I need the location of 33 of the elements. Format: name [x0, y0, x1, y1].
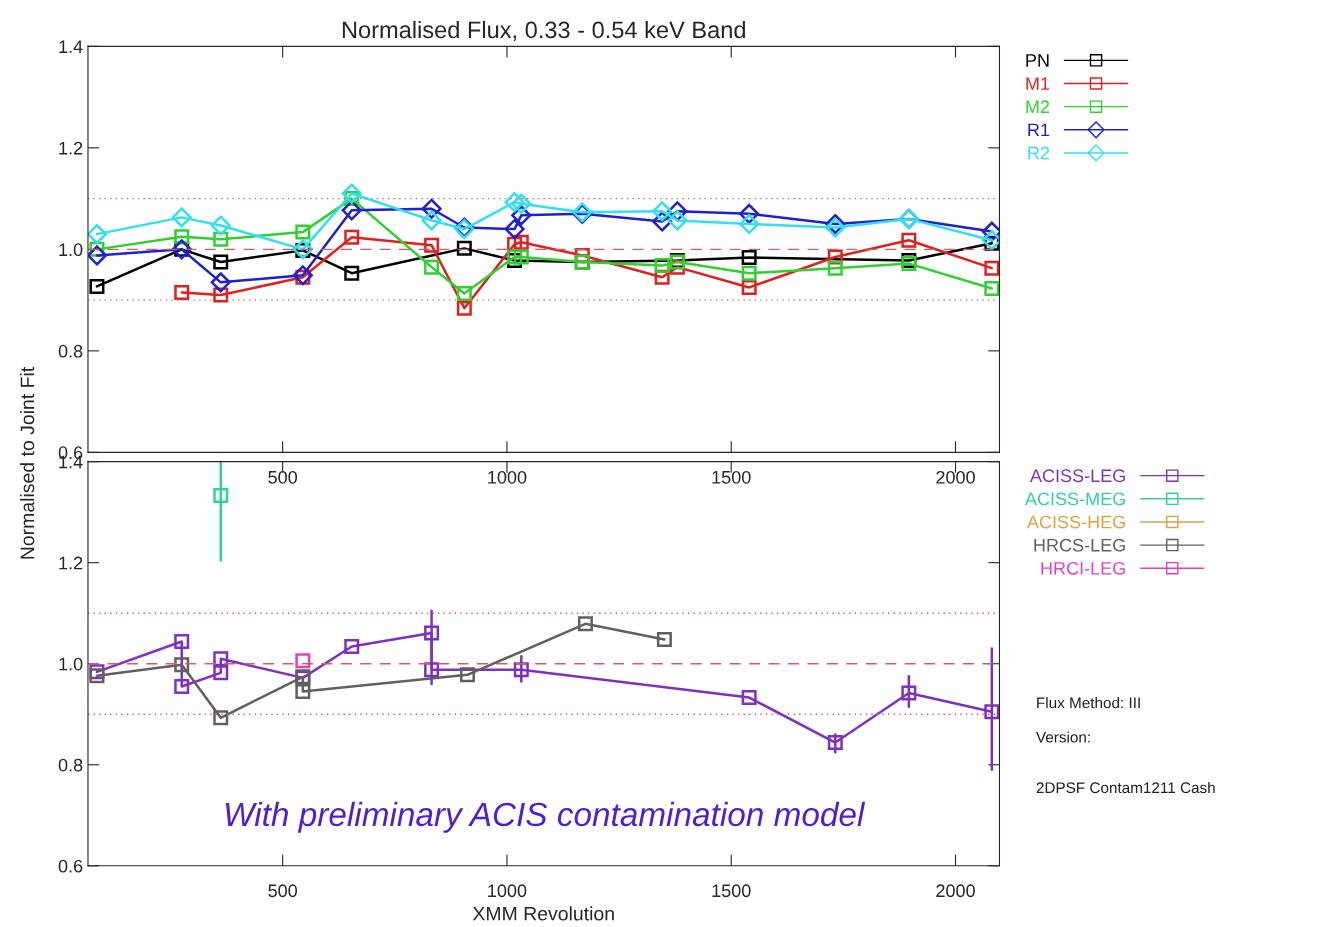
x-tick-label: 500	[268, 884, 298, 898]
y-tick-label: 1.4	[59, 40, 83, 53]
x-tick-label: 1000	[488, 470, 527, 484]
x-tick-label: 2000	[936, 884, 975, 898]
x-axis-title: XMM Revolution	[472, 906, 614, 921]
text: 2DPSF Contam1211 Cash	[1036, 781, 1215, 794]
legend-label: ACISS-LEG	[1029, 469, 1125, 483]
legend-label: R2	[1028, 146, 1050, 160]
y-tick-label: 0.8	[58, 758, 83, 772]
legend-label: ACISS-MEG	[1024, 492, 1125, 506]
x-tick-label: 2000	[936, 470, 975, 484]
y-tick-label: 1.0	[59, 243, 83, 257]
chart-title: Normalised Flux, 0.33 - 0.54 keV Band	[342, 20, 745, 42]
y-axis-title: Normalised to Joint Fit	[20, 366, 35, 559]
x-tick-label: 1000	[488, 884, 527, 898]
legend-label: R1	[1028, 123, 1050, 137]
legend-label: M2	[1026, 100, 1050, 113]
legend-label: HRCS-LEG	[1034, 538, 1125, 552]
annotation: With preliminary ACIS contamination model	[225, 801, 866, 833]
x-tick-label: 500	[268, 470, 298, 484]
y-tick-label: 0.8	[58, 344, 83, 358]
x-tick-label: 1500	[712, 884, 751, 898]
y-tick-label: 1.0	[59, 657, 83, 671]
legend-label: M1	[1026, 77, 1050, 90]
x-tick-label: 1500	[712, 470, 751, 484]
legend-label: HRCI-LEG	[1041, 561, 1125, 575]
y-tick-label: 1.2	[59, 141, 83, 155]
legend-label: ACISS-HEG	[1026, 515, 1125, 529]
text: Version:	[1035, 731, 1090, 743]
text: Flux Method: III	[1037, 697, 1140, 709]
y-tick-label: 0.6	[58, 859, 83, 873]
y-tick-label: 1.2	[59, 556, 83, 570]
legend-label: PN	[1026, 54, 1049, 67]
